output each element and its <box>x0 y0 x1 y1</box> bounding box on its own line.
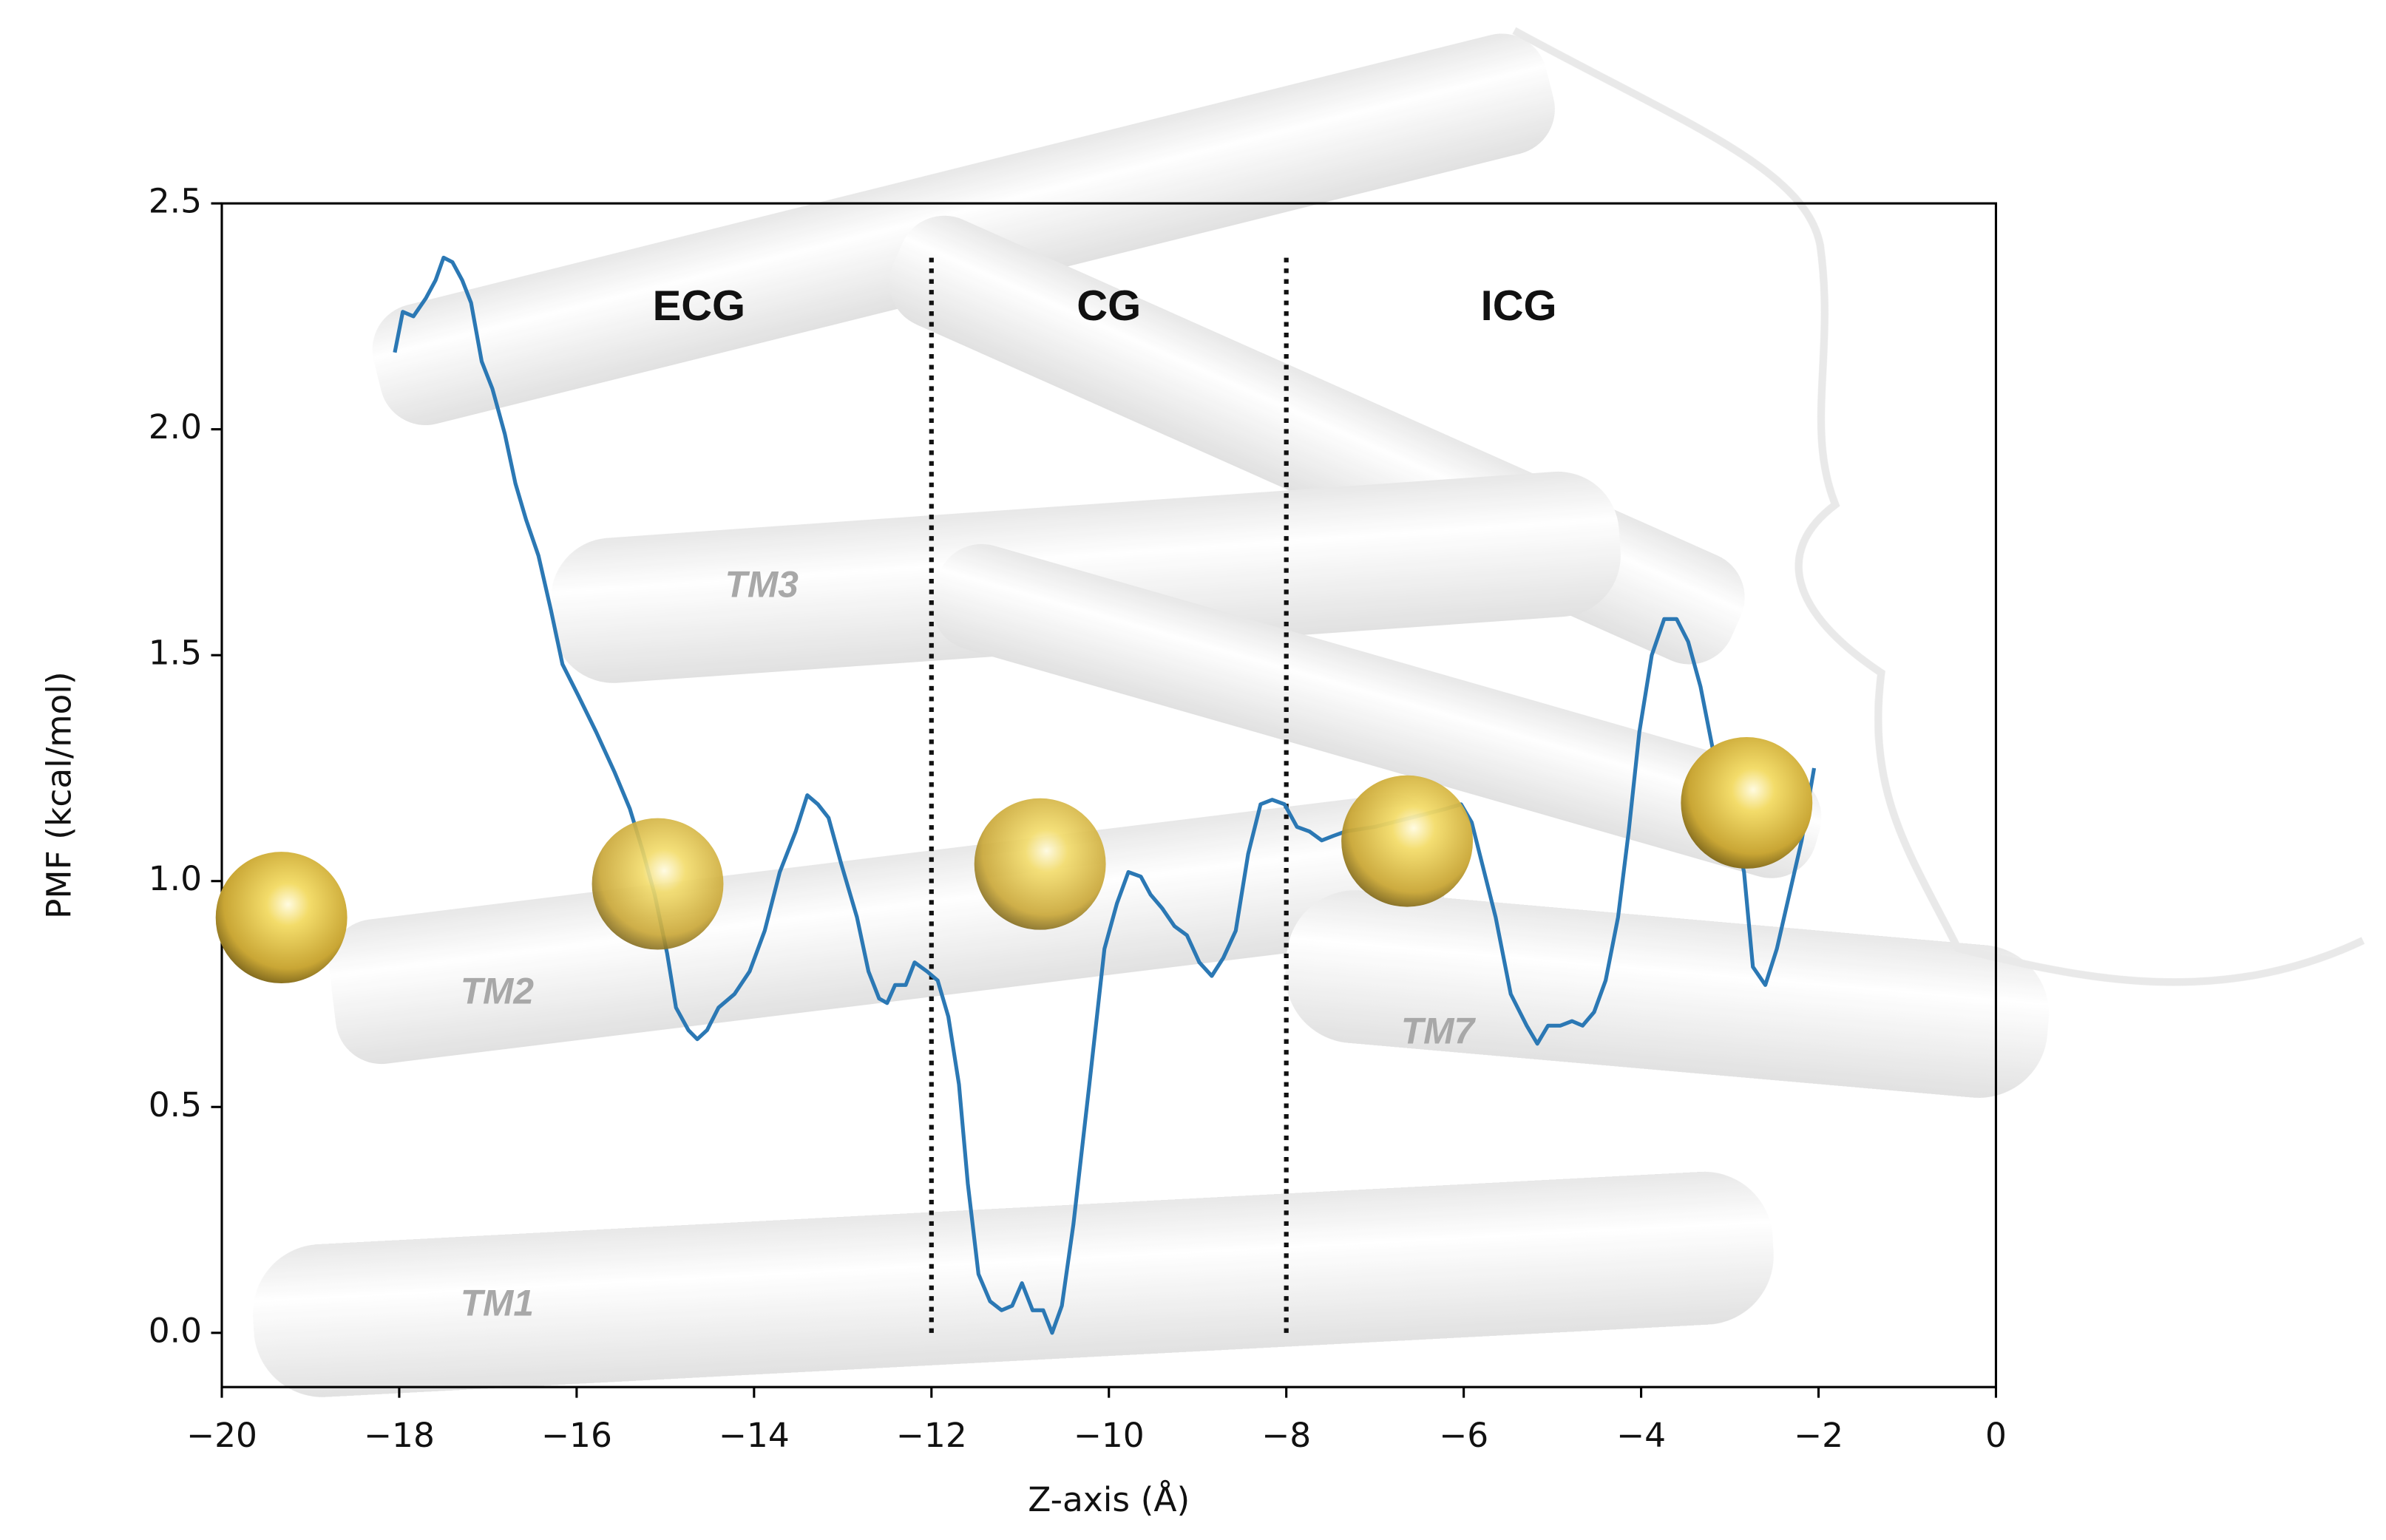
y-tick-label: 1.0 <box>149 859 202 898</box>
helix-illustration <box>253 27 2365 1397</box>
helix-cylinder <box>253 1171 1774 1397</box>
sphere <box>1681 737 1813 869</box>
x-tick-label: −6 <box>1439 1416 1488 1455</box>
x-tick-label: −8 <box>1261 1416 1311 1455</box>
y-tick-label: 1.5 <box>149 634 202 673</box>
helix-label: TM3 <box>725 563 799 605</box>
region-label: CG <box>1077 282 1141 330</box>
x-tick-label: −4 <box>1616 1416 1666 1455</box>
y-tick-label: 0.5 <box>149 1085 202 1125</box>
region-label: ECG <box>653 282 745 330</box>
y-tick-label: 2.0 <box>149 407 202 447</box>
y-tick-label: 2.5 <box>149 182 202 221</box>
helix-cylinder <box>1285 890 2050 1098</box>
x-tick-label: −12 <box>896 1416 967 1455</box>
pmf-line <box>393 255 1817 1335</box>
y-tick-label: 0.0 <box>149 1311 202 1350</box>
helix-label: TM2 <box>461 971 535 1012</box>
x-tick-label: −2 <box>1794 1416 1843 1455</box>
sphere <box>1341 775 1474 907</box>
x-tick-label: −18 <box>364 1416 435 1455</box>
x-tick-label: −14 <box>719 1416 790 1455</box>
sphere <box>215 852 348 984</box>
loop <box>1512 27 2365 986</box>
sphere <box>592 818 724 950</box>
x-axis-label: Z-axis (Å) <box>1028 1479 1190 1519</box>
helix-cylinder <box>931 543 1822 878</box>
helix-label: TM1 <box>461 1283 534 1324</box>
ion-spheres <box>215 737 1813 984</box>
x-tick-label: 0 <box>1985 1416 2007 1455</box>
sphere <box>974 798 1106 930</box>
x-tick-label: −16 <box>541 1416 612 1455</box>
x-tick-label: −20 <box>186 1416 257 1455</box>
helix-cylinder <box>328 794 1445 1065</box>
helix-label: TM7 <box>1401 1010 1477 1051</box>
y-axis-label: PMF (kcal/mol) <box>39 671 78 919</box>
x-tick-label: −10 <box>1074 1416 1145 1455</box>
region-label: ICG <box>1481 282 1557 330</box>
